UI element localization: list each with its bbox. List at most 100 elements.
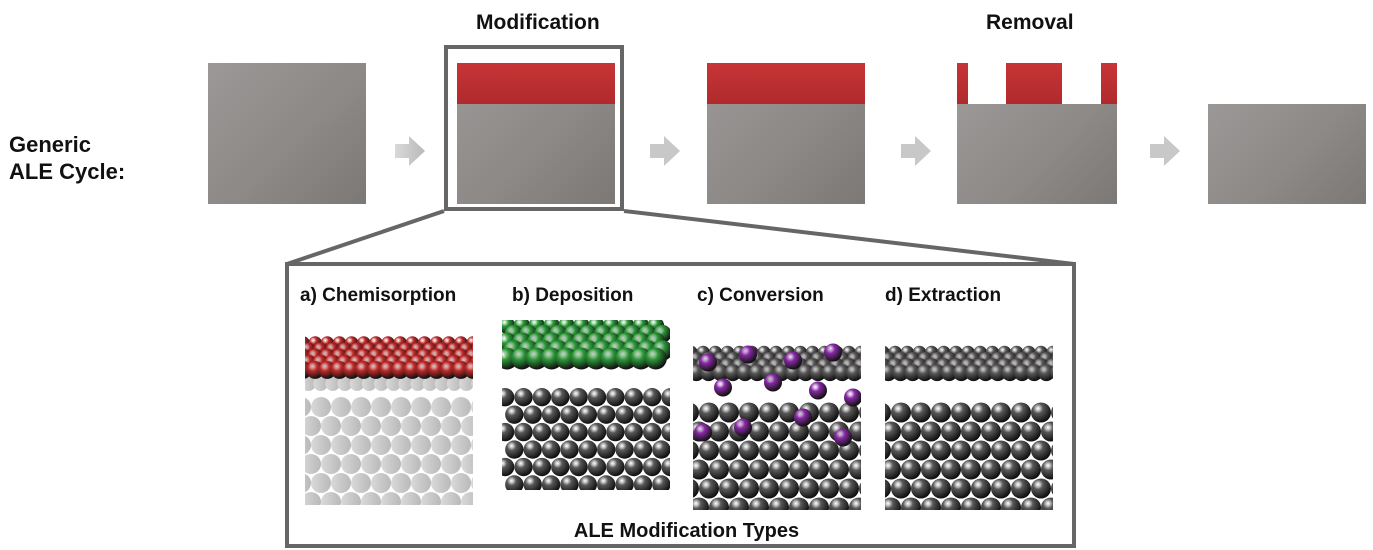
atom (981, 459, 1001, 480)
atom (911, 478, 931, 499)
atom (819, 440, 839, 461)
atom (661, 422, 670, 442)
atom (321, 454, 341, 474)
atom (431, 473, 451, 493)
atom (560, 440, 579, 459)
atom (829, 497, 849, 510)
substrate-step-5 (1208, 104, 1366, 204)
atom (541, 475, 561, 490)
atom (505, 440, 524, 459)
atom (1021, 497, 1041, 510)
atom (421, 454, 441, 474)
atom (921, 497, 941, 510)
cycle-label: Generic ALE Cycle: (9, 131, 125, 185)
atom (331, 397, 351, 417)
atom (709, 459, 729, 480)
atom (398, 376, 413, 392)
inset-title: ALE Modification Types (573, 520, 800, 542)
atom (615, 440, 634, 459)
atom (351, 397, 371, 417)
atom (1051, 444, 1053, 457)
atom (789, 459, 809, 480)
atom (971, 440, 991, 461)
atom (834, 428, 852, 447)
atom (769, 497, 789, 510)
atom (981, 497, 1001, 510)
atom (819, 402, 839, 423)
atom (305, 492, 321, 505)
removed-fragment-right (1101, 63, 1117, 104)
atom (361, 454, 381, 474)
atom (411, 473, 431, 493)
atom (361, 376, 377, 392)
atom (523, 475, 542, 490)
atom (331, 473, 351, 493)
atom (305, 473, 311, 493)
atom (652, 475, 670, 490)
atom (833, 364, 851, 382)
atom (361, 416, 381, 436)
atom (892, 364, 909, 382)
atom (739, 402, 759, 423)
atom (471, 439, 473, 451)
panel-label-chemisorption: a) Chemisorption (300, 285, 457, 306)
atom (371, 473, 391, 493)
panel-label-extraction: d) Extraction (885, 285, 1002, 306)
atom (961, 497, 981, 510)
atom (341, 492, 361, 505)
atom (769, 421, 789, 442)
atom (709, 497, 729, 510)
atom (951, 478, 971, 499)
atom (587, 388, 607, 407)
atom (789, 497, 809, 510)
atom (916, 364, 934, 382)
atom (606, 457, 625, 477)
atom (769, 459, 789, 480)
atom (421, 492, 441, 505)
atom (709, 421, 729, 442)
atom (325, 376, 340, 392)
atom (502, 388, 515, 407)
atom (551, 457, 570, 477)
atom (505, 405, 524, 424)
cycle-label-line2: ALE Cycle: (9, 159, 126, 184)
atom (1051, 482, 1053, 495)
arrow-right-icon (1150, 136, 1180, 166)
arrow-right-icon (395, 136, 425, 166)
atom (1041, 497, 1053, 510)
atom (859, 444, 861, 457)
atom (642, 457, 662, 477)
atom (532, 457, 552, 477)
atom (321, 492, 341, 505)
atom (693, 403, 699, 422)
atom (789, 421, 809, 442)
atom (748, 364, 766, 382)
atom (461, 416, 473, 436)
atom (652, 440, 670, 459)
atom (471, 378, 473, 389)
atom (885, 403, 891, 422)
atom (371, 435, 391, 455)
removed-fragment-middle (1006, 63, 1062, 104)
atom (569, 388, 588, 407)
atom (624, 388, 643, 407)
atom (921, 459, 941, 480)
atom (779, 440, 799, 461)
atom (661, 388, 670, 407)
atom (719, 402, 739, 423)
atom (749, 459, 769, 480)
atom (821, 364, 839, 382)
atom (1011, 440, 1031, 461)
atom (349, 376, 365, 392)
atom (759, 440, 779, 461)
atom (965, 364, 982, 382)
atom (739, 440, 759, 461)
atom (699, 402, 719, 423)
atom (502, 457, 515, 477)
atom (560, 405, 579, 424)
atom (311, 397, 331, 417)
atoms-deposition (502, 320, 670, 490)
atom (431, 397, 451, 417)
atom (809, 421, 829, 442)
panel-label-deposition: b) Deposition (512, 285, 634, 306)
